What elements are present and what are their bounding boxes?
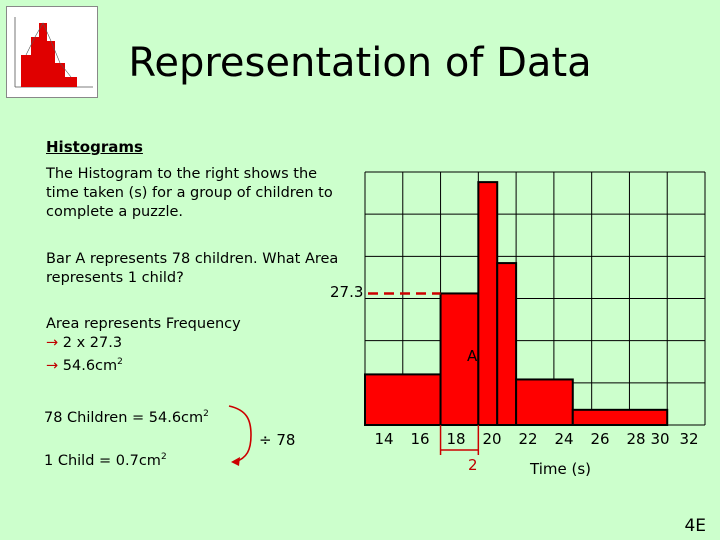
- x-tick-label: 16: [410, 430, 430, 448]
- divide-bracket: [228, 405, 252, 466]
- intro-line: The Histogram to the right shows the: [46, 166, 318, 182]
- question-line: represents 1 child?: [46, 270, 184, 286]
- x-tick-label: 32: [679, 430, 699, 448]
- bar-width-label: 2: [468, 456, 478, 474]
- arrow-icon: →: [46, 335, 59, 351]
- x-tick-label: 14: [374, 430, 394, 448]
- x-tick-label: 24: [554, 430, 574, 448]
- histogram-bar: [477, 181, 499, 426]
- intro-line: complete a puzzle.: [46, 204, 184, 220]
- question-text: Bar A represents 78 children. What Area …: [46, 250, 338, 288]
- area-line-2-text: 2 x 27.3: [62, 335, 123, 351]
- slide-title: Representation of Data: [128, 40, 592, 86]
- intro-text: The Histogram to the right shows the tim…: [46, 165, 333, 222]
- x-axis-label: Time (s): [530, 460, 591, 478]
- children-equation-sup: 2: [203, 409, 209, 419]
- divide-label: ÷ 78: [259, 431, 296, 449]
- area-explanation: Area represents Frequency → 2 x 27.3 → 5…: [46, 315, 241, 376]
- histogram-thumbnail: [6, 6, 98, 98]
- area-line-2: → 2 x 27.3: [46, 334, 241, 353]
- histogram-bar: [496, 262, 518, 426]
- area-line-3-sup: 2: [117, 357, 123, 367]
- question-line: Bar A represents 78 children. What Area: [46, 251, 339, 267]
- histogram-bar: [364, 373, 442, 426]
- arrowhead-icon: [231, 457, 240, 466]
- area-line-3: → 54.6cm2: [46, 353, 241, 376]
- x-tick-label: 22: [518, 430, 538, 448]
- x-tick-label: 28: [626, 430, 646, 448]
- child-equation: 1 Child = 0.7cm2: [44, 448, 167, 471]
- height-readout: 27.3: [330, 283, 364, 301]
- bar-a-label: A: [467, 347, 478, 365]
- children-equation-text: 78 Children = 54.6cm: [44, 409, 204, 426]
- area-line-1: Area represents Frequency: [46, 316, 241, 332]
- x-tick-label: 20: [482, 430, 502, 448]
- histogram-bar: [515, 378, 574, 426]
- x-tick-label: 18: [446, 430, 466, 448]
- arrow-icon: →: [46, 357, 59, 374]
- child-equation-sup: 2: [160, 452, 167, 462]
- bracket-curve: [228, 405, 252, 463]
- histogram-bar: [571, 408, 669, 427]
- slide-tag: 4E: [684, 516, 706, 536]
- section-heading: Histograms: [46, 138, 143, 156]
- intro-line: time taken (s) for a group of children t…: [46, 185, 333, 201]
- area-line-3-text: 54.6cm: [62, 357, 118, 374]
- child-equation-text: 1 Child = 0.7cm: [44, 452, 161, 469]
- children-equation: 78 Children = 54.6cm2: [44, 405, 209, 428]
- thumbnail-chart-image: [7, 7, 97, 97]
- x-tick-label: 26: [590, 430, 610, 448]
- x-tick-label: 30: [650, 430, 670, 448]
